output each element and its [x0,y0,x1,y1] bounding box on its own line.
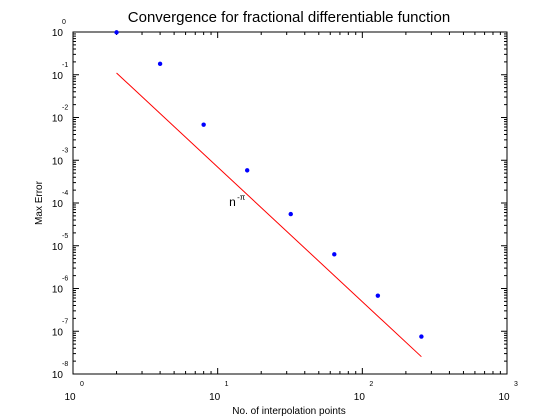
y-tick-label-base: 10 [52,156,64,167]
chart-title: Convergence for fractional differentiabl… [128,9,450,26]
data-point [244,168,250,173]
y-tick-label-exponent: -2 [62,105,68,112]
y-tick-label-base: 10 [52,28,64,39]
y-tick-label-base: 10 [52,242,64,253]
plot-area [72,31,508,375]
x-tick-label-base: 10 [354,392,366,403]
x-tick-label-base: 10 [498,392,510,403]
x-axis-label: No. of interpolation points [232,406,345,417]
x-tick-label-base: 10 [209,392,221,403]
data-point [375,293,381,298]
reference-line [116,72,422,358]
x-tick-label-exponent: 0 [80,381,84,388]
annotation-base: n [229,195,236,209]
data-point [114,30,119,35]
data-point [157,61,163,67]
y-tick-label-exponent: 0 [62,19,66,26]
y-axis-label: Max Error [34,180,45,225]
series-layer [114,30,424,358]
data-point [201,122,206,127]
y-tick-label-base: 10 [52,370,64,381]
y-tick-label-exponent: -5 [62,233,68,240]
x-tick-label-base: 10 [64,392,76,403]
y-tick-label-base: 10 [52,114,64,125]
x-tick-label-exponent: 1 [225,381,229,388]
data-point [288,211,293,217]
annotation-exponent: -π [237,193,246,202]
y-tick-label-exponent: -7 [62,318,68,325]
y-tick-label-base: 10 [52,71,64,82]
x-tick-label-exponent: 3 [514,381,518,388]
y-tick-label-exponent: -8 [62,361,68,368]
y-axis-ticks: 10 0 10 -1 10 -2 10 -3 10 -4 10 -5 10 -6 10 -7 10 -8 [52,19,507,381]
y-tick-label-exponent: -3 [62,147,68,154]
y-tick-label-base: 10 [52,285,64,296]
y-tick-label-base: 10 [52,327,64,338]
x-tick-label-exponent: 2 [369,381,373,388]
data-point [332,252,337,257]
data-point [419,334,424,339]
y-tick-label-exponent: -4 [62,190,68,197]
y-tick-label-exponent: -1 [62,62,68,69]
y-tick-label-base: 10 [52,199,64,210]
y-tick-label-exponent: -6 [62,276,68,283]
